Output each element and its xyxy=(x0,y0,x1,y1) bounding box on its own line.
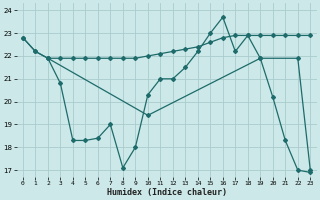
X-axis label: Humidex (Indice chaleur): Humidex (Indice chaleur) xyxy=(107,188,227,197)
